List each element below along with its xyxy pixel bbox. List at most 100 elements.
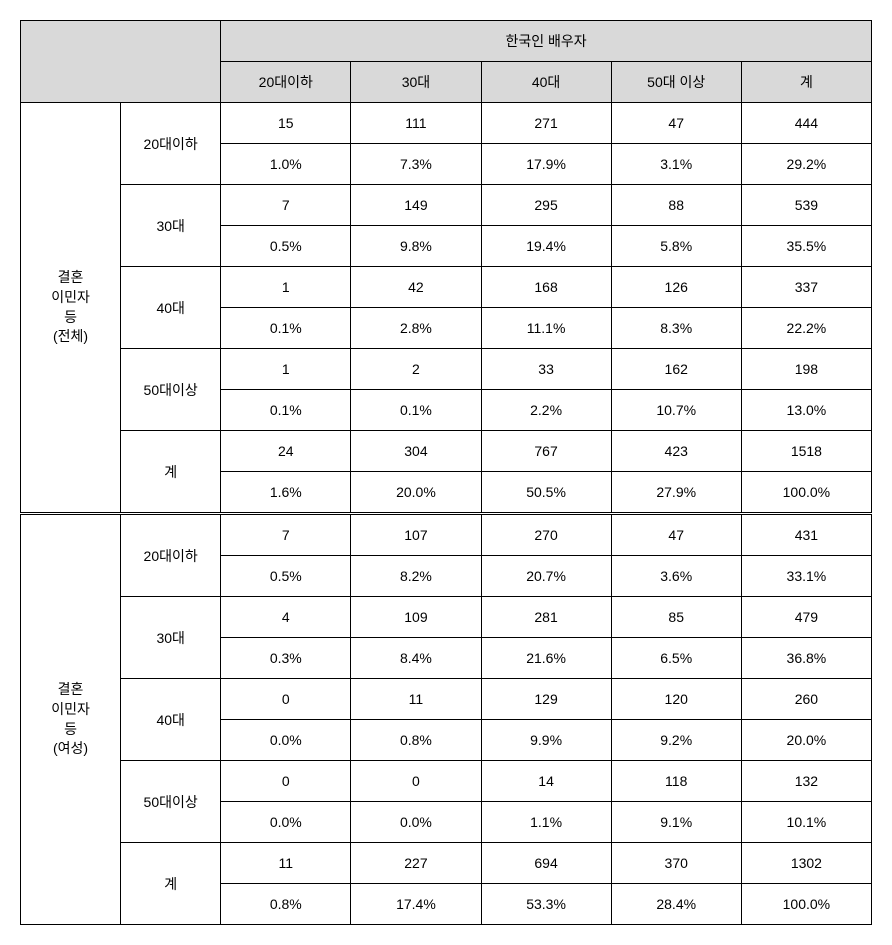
section-label: 결혼이민자등(여성) xyxy=(21,514,121,925)
data-cell-value: 85 xyxy=(611,597,741,638)
data-cell-value: 7 xyxy=(221,514,351,556)
data-cell-percent: 0.0% xyxy=(351,802,481,843)
data-cell-percent: 7.3% xyxy=(351,144,481,185)
data-cell-value: 42 xyxy=(351,267,481,308)
data-cell-value: 0 xyxy=(221,761,351,802)
data-cell-percent: 5.8% xyxy=(611,226,741,267)
col-header: 계 xyxy=(741,62,871,103)
data-cell-value: 132 xyxy=(741,761,871,802)
data-cell-value: 227 xyxy=(351,843,481,884)
data-cell-percent: 21.6% xyxy=(481,638,611,679)
group-label: 30대 xyxy=(121,185,221,267)
data-cell-value: 198 xyxy=(741,349,871,390)
data-cell-percent: 100.0% xyxy=(741,472,871,514)
data-cell-value: 126 xyxy=(611,267,741,308)
data-cell-value: 2 xyxy=(351,349,481,390)
data-cell-value: 444 xyxy=(741,103,871,144)
data-cell-percent: 22.2% xyxy=(741,308,871,349)
data-cell-percent: 100.0% xyxy=(741,884,871,925)
data-cell-value: 479 xyxy=(741,597,871,638)
data-cell-percent: 2.8% xyxy=(351,308,481,349)
data-cell-value: 1 xyxy=(221,267,351,308)
data-cell-value: 33 xyxy=(481,349,611,390)
data-cell-value: 111 xyxy=(351,103,481,144)
data-cell-percent: 17.9% xyxy=(481,144,611,185)
data-cell-percent: 0.1% xyxy=(221,308,351,349)
data-cell-value: 120 xyxy=(611,679,741,720)
data-cell-value: 431 xyxy=(741,514,871,556)
data-cell-value: 7 xyxy=(221,185,351,226)
col-header: 30대 xyxy=(351,62,481,103)
data-cell-value: 168 xyxy=(481,267,611,308)
data-cell-value: 162 xyxy=(611,349,741,390)
data-cell-percent: 2.2% xyxy=(481,390,611,431)
data-cell-percent: 0.1% xyxy=(221,390,351,431)
col-header: 20대이하 xyxy=(221,62,351,103)
data-cell-value: 47 xyxy=(611,514,741,556)
group-label: 20대이하 xyxy=(121,103,221,185)
data-cell-value: 47 xyxy=(611,103,741,144)
data-cell-value: 295 xyxy=(481,185,611,226)
data-cell-percent: 3.1% xyxy=(611,144,741,185)
data-cell-percent: 13.0% xyxy=(741,390,871,431)
data-cell-percent: 17.4% xyxy=(351,884,481,925)
data-cell-value: 0 xyxy=(221,679,351,720)
group-label: 50대이상 xyxy=(121,761,221,843)
data-cell-value: 337 xyxy=(741,267,871,308)
data-cell-percent: 0.8% xyxy=(351,720,481,761)
data-cell-value: 1518 xyxy=(741,431,871,472)
data-cell-value: 0 xyxy=(351,761,481,802)
data-cell-percent: 35.5% xyxy=(741,226,871,267)
data-cell-value: 11 xyxy=(221,843,351,884)
section-label: 결혼이민자등(전체) xyxy=(21,103,121,514)
data-cell-percent: 1.6% xyxy=(221,472,351,514)
data-cell-percent: 0.8% xyxy=(221,884,351,925)
data-cell-value: 4 xyxy=(221,597,351,638)
data-cell-value: 423 xyxy=(611,431,741,472)
data-cell-percent: 0.1% xyxy=(351,390,481,431)
data-cell-value: 107 xyxy=(351,514,481,556)
data-cell-percent: 50.5% xyxy=(481,472,611,514)
data-cell-value: 11 xyxy=(351,679,481,720)
data-cell-value: 694 xyxy=(481,843,611,884)
data-cell-percent: 0.0% xyxy=(221,802,351,843)
data-cell-value: 149 xyxy=(351,185,481,226)
data-cell-percent: 0.5% xyxy=(221,226,351,267)
data-cell-value: 129 xyxy=(481,679,611,720)
data-cell-percent: 29.2% xyxy=(741,144,871,185)
data-cell-percent: 1.1% xyxy=(481,802,611,843)
data-cell-percent: 9.2% xyxy=(611,720,741,761)
data-cell-value: 539 xyxy=(741,185,871,226)
group-label: 계 xyxy=(121,843,221,925)
header-top: 한국인 배우자 xyxy=(221,21,872,62)
data-cell-value: 281 xyxy=(481,597,611,638)
data-cell-value: 1302 xyxy=(741,843,871,884)
data-cell-percent: 9.1% xyxy=(611,802,741,843)
data-cell-percent: 10.1% xyxy=(741,802,871,843)
data-cell-value: 1 xyxy=(221,349,351,390)
group-label: 계 xyxy=(121,431,221,514)
data-cell-value: 270 xyxy=(481,514,611,556)
data-cell-percent: 9.9% xyxy=(481,720,611,761)
data-cell-percent: 1.0% xyxy=(221,144,351,185)
data-cell-percent: 28.4% xyxy=(611,884,741,925)
data-cell-percent: 8.3% xyxy=(611,308,741,349)
data-cell-value: 304 xyxy=(351,431,481,472)
data-cell-value: 14 xyxy=(481,761,611,802)
data-cell-percent: 0.0% xyxy=(221,720,351,761)
data-cell-percent: 36.8% xyxy=(741,638,871,679)
data-cell-percent: 10.7% xyxy=(611,390,741,431)
data-cell-percent: 33.1% xyxy=(741,556,871,597)
data-cell-value: 118 xyxy=(611,761,741,802)
data-cell-value: 88 xyxy=(611,185,741,226)
data-cell-value: 370 xyxy=(611,843,741,884)
data-cell-percent: 27.9% xyxy=(611,472,741,514)
data-cell-percent: 20.0% xyxy=(741,720,871,761)
group-label: 20대이하 xyxy=(121,514,221,597)
group-label: 40대 xyxy=(121,267,221,349)
data-cell-value: 260 xyxy=(741,679,871,720)
data-table: 한국인 배우자 20대이하 30대 40대 50대 이상 계 결혼이민자등(전체… xyxy=(20,20,872,925)
data-cell-percent: 8.4% xyxy=(351,638,481,679)
col-header: 40대 xyxy=(481,62,611,103)
data-cell-percent: 20.0% xyxy=(351,472,481,514)
